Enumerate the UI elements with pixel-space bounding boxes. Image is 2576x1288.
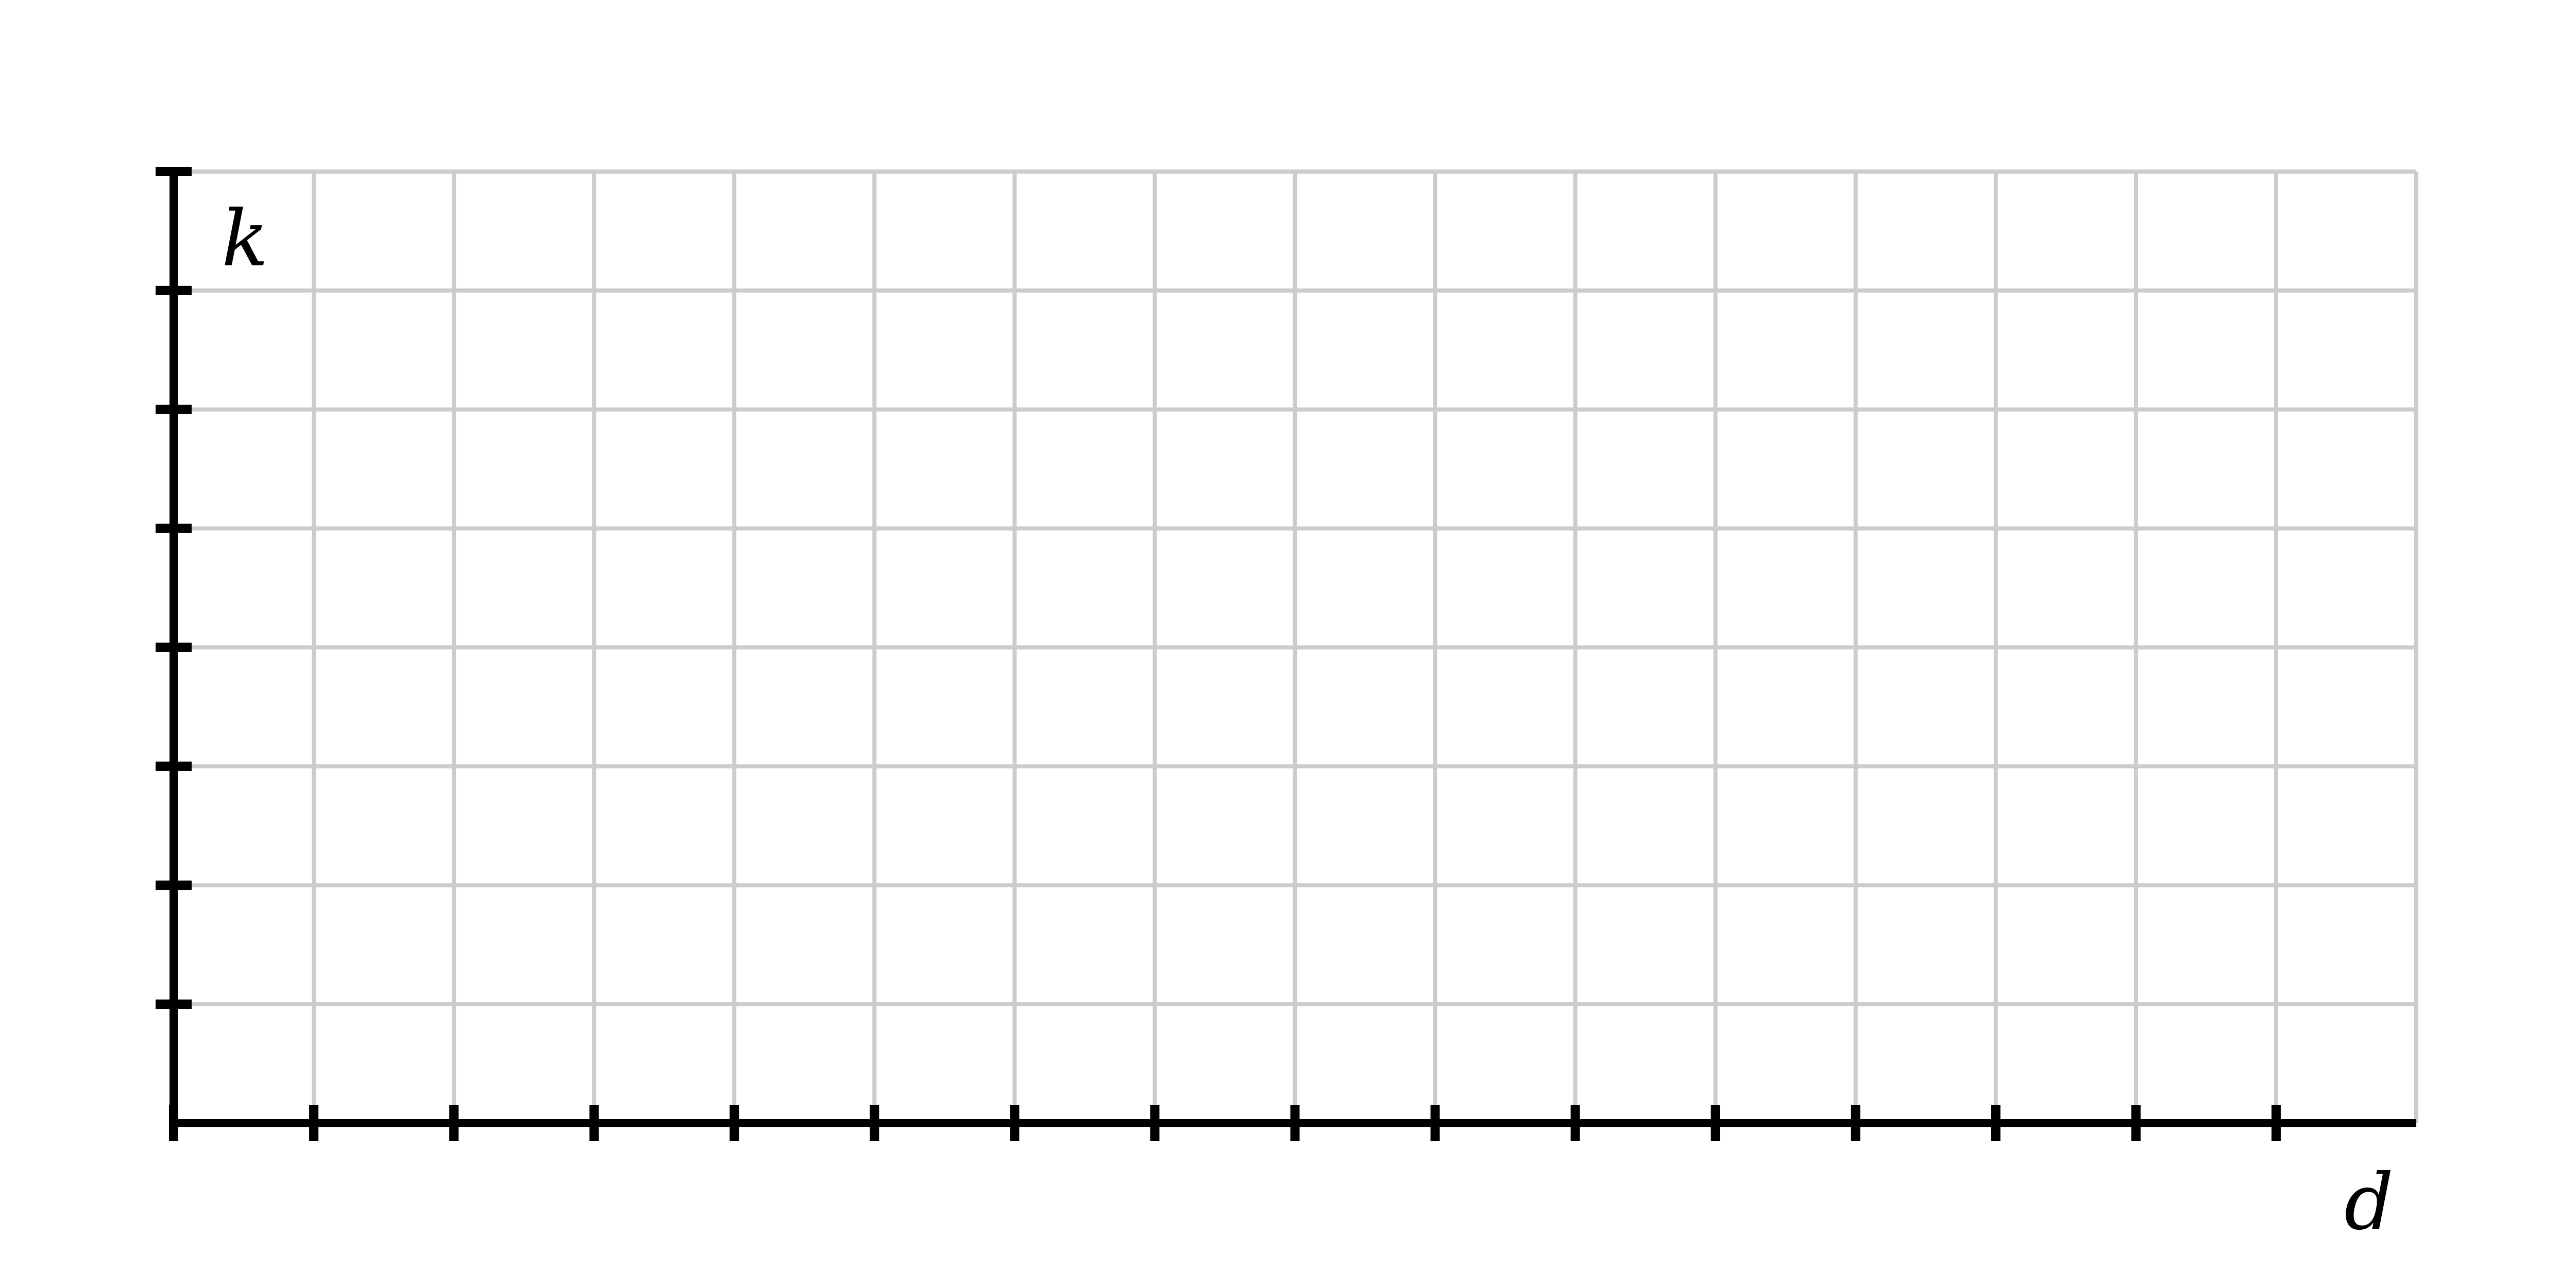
y-axis-label: k: [222, 194, 268, 284]
x-axis-label: d: [2344, 1158, 2394, 1247]
tick-marks: [156, 167, 2281, 1141]
grid-lines: [174, 170, 2418, 1123]
